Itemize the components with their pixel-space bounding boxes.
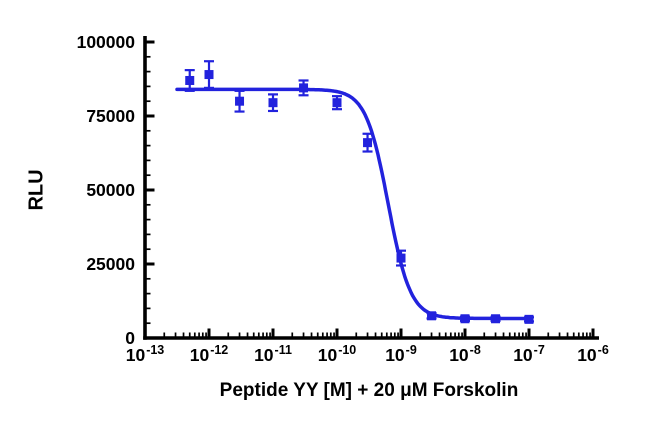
data-points <box>185 70 534 324</box>
svg-text:10-9: 10-9 <box>385 343 417 365</box>
data-point-marker <box>427 311 437 321</box>
data-point-marker <box>235 96 245 106</box>
data-point-marker <box>332 98 342 108</box>
data-point-marker <box>491 314 501 324</box>
svg-text:75000: 75000 <box>86 106 135 126</box>
fit-curve <box>175 87 534 321</box>
data-point-marker <box>396 253 406 263</box>
data-point-marker <box>524 314 534 324</box>
data-point-marker <box>268 98 278 108</box>
data-point-marker <box>204 70 214 80</box>
x-axis-title: Peptide YY [M] + 20 μM Forskolin <box>219 380 519 401</box>
y-axis-title: RLU <box>25 169 48 211</box>
y-tick-labels: 0 25000 50000 75000 100000 <box>77 32 136 348</box>
data-point-marker <box>460 314 470 324</box>
minor-ticks <box>145 55 591 338</box>
svg-text:25000: 25000 <box>86 254 135 274</box>
axes <box>143 36 599 340</box>
svg-text:10-7: 10-7 <box>513 343 545 365</box>
svg-text:10-12: 10-12 <box>190 343 229 365</box>
svg-text:10-8: 10-8 <box>449 343 481 365</box>
svg-text:50000: 50000 <box>86 180 135 200</box>
x-tick-labels: 10-13 10-12 10-11 10-10 10-9 10-8 10-7 10-6 <box>126 343 609 365</box>
svg-text:0: 0 <box>125 328 135 348</box>
svg-text:100000: 100000 <box>77 32 136 52</box>
data-point-marker <box>185 75 195 85</box>
major-ticks <box>143 40 595 340</box>
svg-text:10-10: 10-10 <box>318 343 357 365</box>
svg-text:10-11: 10-11 <box>254 343 292 365</box>
data-point-marker <box>299 83 309 93</box>
svg-text:10-6: 10-6 <box>577 343 609 365</box>
data-point-marker <box>363 138 373 148</box>
